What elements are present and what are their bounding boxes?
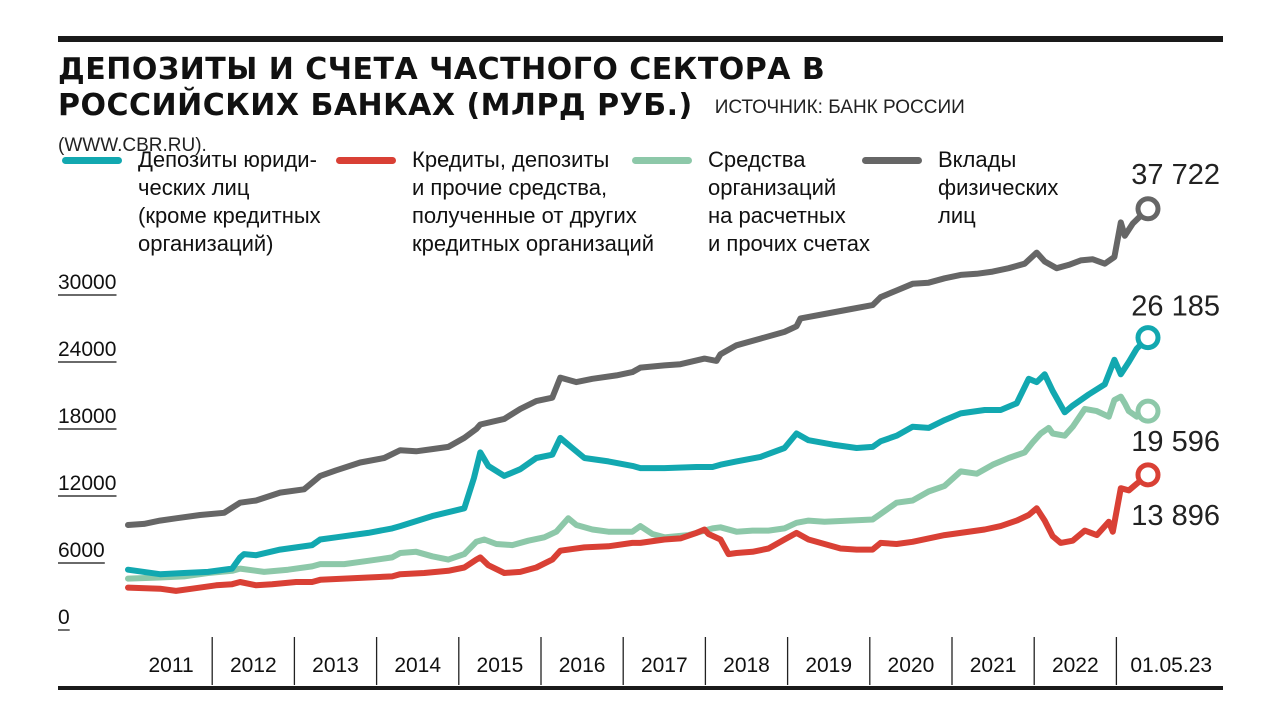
- chart-title: ДЕПОЗИТЫ И СЧЕТА ЧАСТНОГО СЕКТОРА В РОСС…: [58, 52, 1058, 164]
- x-tick-label: 2016: [559, 654, 606, 677]
- legend-item-household-deposits: Вклады физических лиц: [862, 146, 1058, 230]
- y-tick-label: 24000: [58, 338, 116, 361]
- y-tick-label: 6000: [58, 539, 105, 562]
- x-tick-label: 2014: [394, 654, 441, 677]
- y-tick-label: 12000: [58, 472, 116, 495]
- series-end-marker: [1135, 325, 1161, 351]
- series-end-marker: [1135, 398, 1161, 424]
- series-line: [125, 334, 1151, 578]
- series-end-marker: [1135, 462, 1161, 488]
- legend-swatch: [862, 157, 922, 164]
- legend-item-interbank: Кредиты, депозиты и прочие средства, пол…: [336, 146, 654, 258]
- legend-label: Средства организаций на расчетных и проч…: [708, 147, 870, 256]
- y-tick-label: 30000: [58, 271, 116, 294]
- series-end-value: 13 896: [1131, 500, 1220, 532]
- x-tick-label: 01.05.23: [1130, 654, 1212, 677]
- x-tick-label: 2012: [230, 654, 277, 677]
- x-tick-label: 2013: [312, 654, 359, 677]
- legend-item-legal-entities: Депозиты юриди- ческих лиц (кроме кредит…: [62, 146, 321, 258]
- legend-label: Депозиты юриди- ческих лиц (кроме кредит…: [138, 147, 321, 256]
- top-rule: [58, 36, 1223, 42]
- legend-swatch: [336, 157, 396, 164]
- title-text: ДЕПОЗИТЫ И СЧЕТА ЧАСТНОГО СЕКТОРА В РОСС…: [58, 52, 826, 123]
- x-tick-label: 2020: [888, 654, 935, 677]
- legend-item-current-accounts: Средства организаций на расчетных и проч…: [632, 146, 870, 258]
- series-end-value: 19 596: [1131, 426, 1220, 458]
- legend-label: Кредиты, депозиты и прочие средства, пол…: [412, 147, 655, 256]
- x-tick-label: 2017: [641, 654, 688, 677]
- x-tick-label: 2021: [970, 654, 1017, 677]
- source-note: ИСТОЧНИК: БАНК РОССИИ (WWW.CBR.RU).: [58, 97, 965, 156]
- x-tick-label: 2011: [149, 654, 194, 677]
- legend-swatch: [632, 157, 692, 164]
- legend-swatch: [62, 157, 122, 164]
- legend-label: Вклады физических лиц: [938, 147, 1059, 228]
- x-tick-label: 2018: [723, 654, 770, 677]
- y-tick-label: 18000: [58, 405, 116, 428]
- series-line: [125, 471, 1151, 594]
- y-tick-label: 0: [58, 606, 70, 629]
- x-tick-label: 2019: [805, 654, 852, 677]
- bottom-rule: [58, 686, 1223, 690]
- x-tick-label: 2015: [477, 654, 524, 677]
- x-tick-label: 2022: [1052, 654, 1099, 677]
- series-end-marker: [1135, 196, 1161, 222]
- series-end-value: 26 185: [1131, 291, 1220, 323]
- series-line: [125, 205, 1151, 528]
- series-end-value: 37 722: [1131, 159, 1220, 191]
- series-line: [125, 393, 1151, 582]
